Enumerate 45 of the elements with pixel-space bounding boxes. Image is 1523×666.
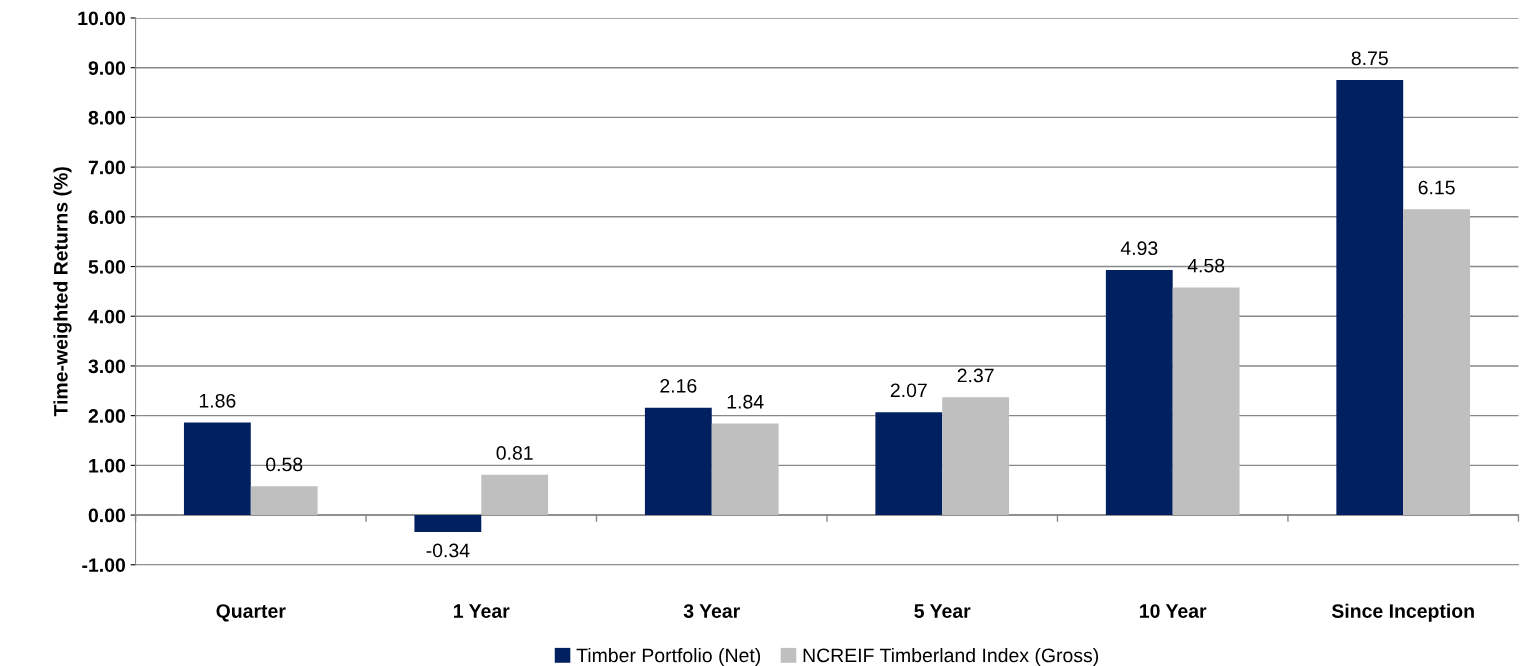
bar [942,397,1010,516]
data-label: -0.34 [426,543,470,558]
x-tick-label: 3 Year [683,604,740,618]
y-tick-label: 1.00 [89,458,126,473]
data-label: 2.16 [660,378,697,393]
bar [644,407,712,516]
data-label: 2.07 [890,383,927,398]
bar [1403,209,1471,516]
y-tick-label: 2.00 [88,409,126,423]
bar [1172,287,1240,516]
x-tick-label: 1 Year [454,604,510,618]
y-tick-label: 9.00 [88,61,126,75]
bar [1105,270,1173,516]
x-tick-label: Since Inception [1331,603,1474,622]
bar [481,474,549,516]
data-label: 1.86 [199,393,236,408]
y-tick-label: 6.00 [88,210,126,225]
y-tick-label: -1.00 [82,558,126,573]
data-label: 4.93 [1120,241,1158,256]
y-tick-label: 5.00 [88,259,126,274]
y-tick-label: 4.00 [88,309,126,324]
y-tick-label: 0.00 [88,508,126,523]
y-tick-label: 10.00 [78,11,126,26]
bar [1336,80,1404,516]
y-tick-label: 3.00 [88,359,126,374]
y-axis-title: Time-weighted Returns (%) [53,167,72,417]
x-tick-label: Quarter [216,604,286,622]
bar [875,412,943,516]
bar [711,423,779,516]
data-label: 1.84 [727,394,764,409]
data-label: 6.15 [1418,180,1455,195]
legend-label: NCREIF Timberland Index (Gross) [803,647,1099,666]
bar [250,486,318,516]
bar [414,515,482,532]
bar [183,422,251,516]
x-tick-label: 5 Year [914,604,971,618]
data-label: 8.75 [1351,51,1388,66]
data-label: 4.58 [1187,258,1225,273]
data-label: 0.81 [496,446,533,460]
y-tick-label: 7.00 [88,160,126,175]
legend-label: Timber Portfolio (Net) [576,647,761,666]
data-label: 2.37 [957,368,994,383]
x-tick-label: 10 Year [1140,604,1207,618]
data-label: 0.58 [266,457,303,472]
y-tick-label: 8.00 [88,110,126,125]
